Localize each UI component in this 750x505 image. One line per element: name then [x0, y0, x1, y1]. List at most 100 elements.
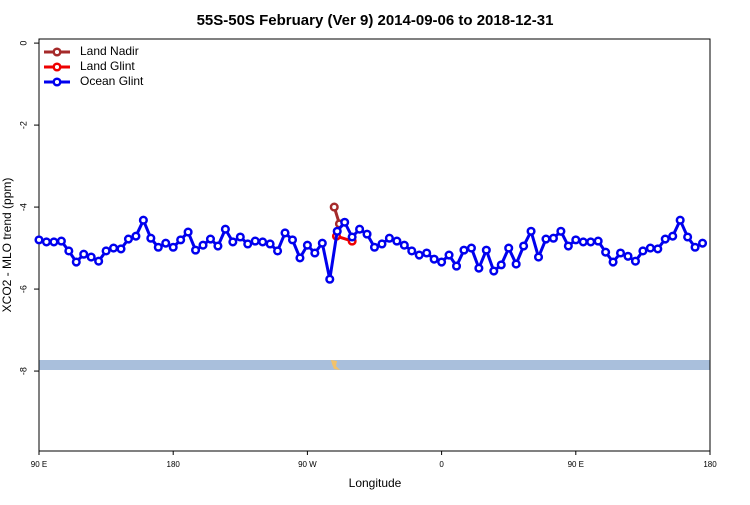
data-point [250, 236, 260, 246]
x-tick-label: 90 E [568, 460, 584, 469]
data-point [683, 232, 693, 242]
data-point [198, 240, 208, 250]
data-point [64, 246, 74, 256]
data-point [123, 234, 134, 244]
y-tick-label: 0 [18, 41, 28, 46]
data-point [399, 240, 409, 250]
data-point [329, 202, 339, 212]
legend-label: Ocean Glint [80, 74, 144, 88]
data-point [593, 236, 603, 246]
data-point [101, 246, 111, 256]
data-point [526, 226, 536, 236]
data-point [437, 257, 447, 267]
map-strip [39, 360, 710, 370]
data-point [86, 252, 96, 262]
legend-label: Land Glint [80, 59, 135, 73]
data-point [377, 239, 387, 249]
data-point [79, 249, 89, 259]
data-point [615, 248, 626, 258]
data-point [601, 247, 611, 257]
plot-frame [38, 38, 711, 452]
data-point [183, 227, 193, 237]
data-point [332, 226, 342, 236]
data-point [220, 224, 230, 234]
data-point [407, 246, 417, 256]
y-axis-label: XCO2 - MLO trend (ppm) [0, 178, 14, 313]
data-point [243, 239, 253, 249]
data-point [556, 226, 566, 236]
data-point [94, 256, 104, 266]
data-point [153, 242, 163, 252]
legend-marker [52, 62, 62, 72]
x-tick-label: 180 [703, 460, 717, 469]
map-land [331, 360, 340, 370]
data-point [191, 245, 201, 255]
data-point [49, 237, 59, 247]
data-point [109, 243, 119, 253]
data-point [586, 237, 596, 247]
data-point [533, 252, 544, 262]
data-point [146, 233, 156, 243]
data-point [168, 242, 178, 252]
data-point [369, 242, 380, 252]
data-point [355, 224, 365, 234]
data-point [302, 240, 312, 250]
data-point [504, 243, 514, 253]
data-point [459, 245, 469, 255]
x-tick-label: 180 [167, 460, 181, 469]
data-point [444, 250, 454, 260]
data-point [235, 232, 245, 242]
data-point [690, 242, 700, 252]
data-point [287, 235, 298, 245]
data-point [638, 246, 648, 256]
data-point [116, 244, 126, 254]
data-point [384, 233, 394, 243]
data-point [481, 245, 491, 255]
data-point [578, 237, 588, 247]
data-point [280, 228, 290, 238]
data-point [548, 233, 558, 243]
data-point [422, 248, 432, 258]
data-point [451, 261, 462, 271]
data-point [295, 253, 305, 263]
data-point [608, 257, 618, 267]
x-tick-label: 90 W [298, 460, 317, 469]
data-point [511, 259, 521, 269]
data-point [414, 250, 424, 260]
chart-title: 55S-50S February (Ver 9) 2014-09-06 to 2… [197, 12, 554, 29]
data-point [41, 237, 52, 247]
data-point [340, 217, 350, 227]
data-point [697, 238, 708, 248]
legend-label: Land Nadir [80, 44, 139, 58]
data-point [392, 236, 402, 246]
data-point [310, 248, 320, 258]
data-point [34, 235, 44, 245]
data-point [213, 241, 223, 251]
data-point [176, 235, 186, 245]
data-point [474, 263, 484, 273]
legend-marker [52, 77, 62, 87]
x-tick-label: 90 E [31, 460, 47, 469]
data-point [653, 244, 663, 254]
data-point [161, 238, 171, 248]
data-point [131, 231, 141, 241]
x-tick-label: 0 [439, 460, 444, 469]
data-point [541, 234, 551, 244]
data-point [466, 243, 476, 253]
data-point [563, 241, 573, 251]
x-axis-label: Longitude [349, 476, 402, 490]
data-point [623, 251, 633, 261]
data-point [571, 235, 581, 245]
y-tick-label: -6 [18, 285, 28, 293]
legend-marker [52, 47, 62, 57]
data-point [228, 237, 238, 247]
data-point [317, 238, 327, 248]
data-point [496, 260, 506, 270]
data-point [205, 234, 216, 244]
data-point [630, 256, 640, 266]
data-point [668, 231, 678, 241]
data-point [265, 239, 275, 249]
data-point [429, 254, 439, 264]
data-point [138, 215, 148, 225]
